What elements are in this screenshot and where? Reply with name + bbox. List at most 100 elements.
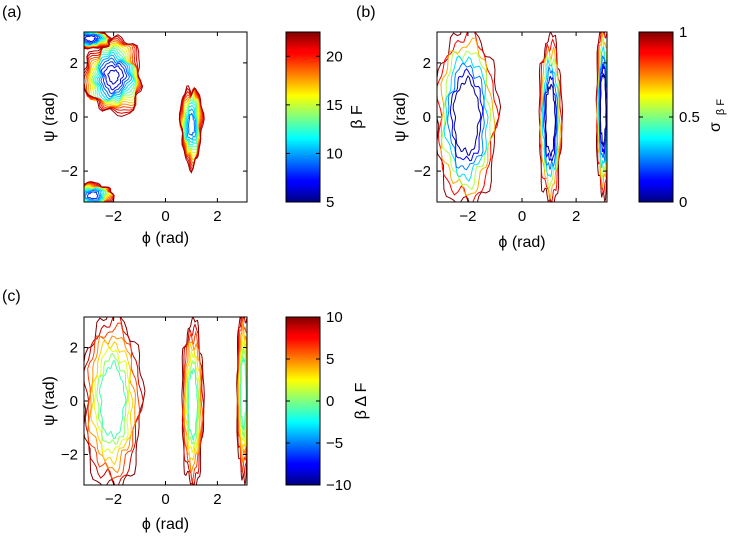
panel-a-plot: −2 0 2 −2 0 2 ϕ (rad) ψ (rad) — [41, 31, 248, 247]
panel-c-contour-line — [240, 356, 247, 432]
panel-b-contour-line — [539, 45, 562, 200]
panel-b-colorbar-label-group: σ β F — [707, 99, 727, 132]
panel-a-colorbar-tick-label: 20 — [326, 48, 343, 65]
panel-a-contour-line — [99, 57, 130, 97]
panel-c-colorbar-tick-label: 0 — [326, 393, 334, 410]
panel-c-colorbar-gradient — [285, 316, 321, 486]
panel-c-xtick-label: 2 — [213, 491, 221, 508]
panel-a-empty-region — [209, 50, 247, 190]
panel-a-contour-line — [84, 34, 99, 44]
panel-a-contour-line — [88, 42, 139, 107]
panel-a-contour-line — [84, 34, 144, 117]
panel-a-xtick-label: 0 — [161, 208, 169, 225]
panel-b-contour-line — [545, 84, 556, 159]
panel-a-contour-line — [84, 188, 103, 202]
panel-c-contour-line — [90, 340, 134, 466]
panel-a-contour-line — [179, 85, 205, 174]
panel-a-xlabel: ϕ (rad) — [142, 230, 189, 247]
panel-b-colorbar: 00.51 σ β F — [638, 24, 727, 211]
panel-b-contours — [437, 32, 607, 202]
panel-b-colorbar-tick-label: 0 — [679, 194, 687, 211]
panel-a-contour-line — [84, 33, 101, 45]
panel-c-xtick-label: −2 — [105, 491, 122, 508]
panel-a-contour-line — [84, 185, 110, 202]
panel-a-contour-line — [92, 47, 137, 103]
panel-a-contour-line — [84, 186, 107, 202]
panel-label-c: (c) — [2, 288, 21, 305]
panel-a-ylabel: ψ (rad) — [41, 92, 58, 142]
panel-b-xtick-label: −2 — [459, 208, 476, 225]
panel-label-b: (b) — [356, 4, 376, 21]
panel-b-plot: −2 0 2 −2 0 2 ϕ (rad) ψ (rad) — [392, 31, 608, 251]
panel-a-ytick-label: 0 — [70, 109, 78, 126]
panel-b-contour-line — [441, 50, 492, 191]
panel-c-contour-line — [93, 347, 130, 454]
panel-a-contour-line — [84, 189, 101, 201]
panel-c-contours — [84, 317, 247, 485]
panel-a-colorbar-tick-label: 5 — [326, 194, 334, 211]
panel-a-colorbar-tick-label: 15 — [326, 97, 343, 114]
panel-a-xtick-label: −2 — [105, 208, 122, 225]
panel-a-ytick-label: −2 — [61, 163, 78, 180]
panel-b-axes-box — [436, 31, 608, 203]
panel-c-colorbar-tick-label: −5 — [326, 435, 343, 452]
panel-b-colorbar-tick-label: 1 — [679, 24, 687, 41]
panel-a-contour-line — [107, 69, 120, 85]
panel-c-colorbar-tick-label: −10 — [326, 477, 351, 494]
panel-b-ticks: −2 0 2 −2 0 2 — [414, 32, 607, 225]
panel-c-contour-line — [84, 317, 144, 485]
panel-c-ytick-label: −2 — [61, 446, 78, 463]
panel-b-xlabel: ϕ (rad) — [498, 234, 545, 251]
panel-a-contour-line — [89, 43, 138, 106]
panel-b-contour-line — [544, 75, 557, 162]
panel-b-contour-line — [599, 63, 607, 155]
panel-b-contour-line — [440, 37, 496, 196]
panel-a-contour-line — [91, 46, 137, 104]
panel-b-xtick-label: 2 — [572, 208, 580, 225]
panel-b-colorbar-gradient — [638, 31, 674, 203]
panel-a-contour-line — [182, 93, 200, 154]
panel-a-contour-line — [100, 61, 128, 95]
panel-c-colorbar-tick-label: 5 — [326, 351, 334, 368]
panel-a-contour-line — [84, 181, 115, 202]
panel-a-ticks: −2 0 2 −2 0 2 — [61, 32, 247, 225]
panel-b-colorbar-label: σ — [707, 122, 724, 132]
panel-b-contour-line — [452, 75, 482, 156]
panel-a-xtick-label: 2 — [213, 208, 221, 225]
panel-a-contour-line — [84, 32, 112, 50]
panel-c-contour-line — [186, 360, 199, 445]
panel-a-contour-line — [184, 99, 199, 148]
panel-a-colorbar-gradient — [285, 31, 321, 203]
panel-b-contour-line — [449, 68, 484, 162]
panel-a-contour-line — [84, 32, 111, 49]
panel-a-contours — [84, 32, 247, 202]
panel-c-contour-line — [96, 352, 129, 445]
panel-c-contour-line — [184, 342, 201, 461]
panel-a-colorbar-tick-label: 10 — [326, 145, 343, 162]
panel-c-contour-line — [182, 330, 204, 483]
panel-a-contour-line — [84, 32, 113, 50]
panel-c-ytick-label: 0 — [70, 393, 78, 410]
panel-a-contour-line — [84, 185, 108, 202]
panel-c-axes-box — [83, 316, 248, 486]
panel-c-xlabel: ϕ (rad) — [142, 516, 189, 533]
panel-b-contour-line — [447, 62, 485, 171]
panel-a-ytick-label: 2 — [70, 55, 78, 72]
panel-c-contour-line — [187, 368, 199, 442]
panel-c-contour-line — [236, 317, 247, 471]
panel-c-ylabel: ψ (rad) — [41, 376, 58, 426]
panel-c-colorbar-tick-label: 10 — [326, 309, 343, 326]
panel-a-contour-line — [96, 52, 134, 101]
panel-c-contour-line — [181, 317, 205, 485]
panel-a-contour-line — [187, 113, 196, 136]
panel-b-contour-line — [599, 73, 607, 149]
panel-c-colorbar: −10 −5 0 5 10 β Δ F — [285, 309, 370, 494]
panel-b-ylabel: ψ (rad) — [392, 92, 409, 142]
panel-b-colorbar-ticks: 00.51 — [639, 24, 700, 211]
panel-a-contour-line — [90, 45, 138, 105]
panel-a-contour-line — [84, 181, 115, 202]
panel-c-contour-line — [99, 359, 127, 440]
panel-a-contour-line — [94, 49, 136, 102]
panel-c-colorbar-label: β Δ F — [353, 382, 370, 419]
